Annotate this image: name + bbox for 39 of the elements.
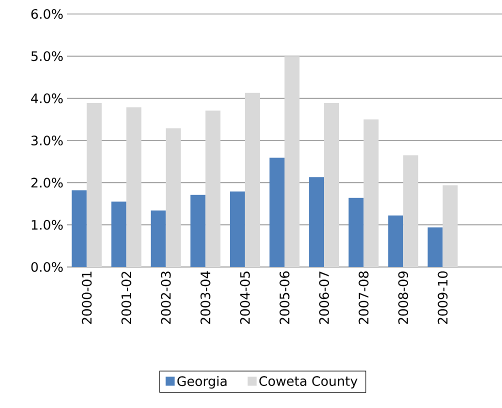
x-tick-label: 2006-07 [319, 272, 329, 324]
x-tick-label: 2000-01 [82, 272, 92, 324]
y-tick-label: 4.0% [31, 93, 63, 104]
y-tick-label: 5.0% [31, 51, 63, 62]
bar [230, 192, 245, 268]
bar [388, 216, 404, 268]
x-tick-label: 2003-04 [200, 271, 210, 324]
bar [324, 102, 340, 268]
y-tick-label: 6.0% [31, 9, 63, 19]
y-tick-label: 2.0% [31, 178, 63, 188]
x-tick-label: 2001-02 [121, 272, 132, 324]
bar [150, 210, 166, 268]
x-tick-label: 2008-09 [398, 271, 408, 324]
bar [309, 177, 324, 268]
bar [442, 185, 458, 268]
bar [72, 190, 87, 268]
bar [403, 155, 418, 268]
bar [284, 56, 300, 268]
y-tick-label: 0.0% [31, 262, 63, 272]
bar [86, 102, 102, 268]
bar [348, 198, 364, 268]
x-tick-label: 2007-08 [358, 271, 369, 324]
legend-label: Georgia [177, 376, 226, 389]
bar [270, 158, 285, 268]
x-tick-label: 2009-10 [438, 271, 448, 324]
bar [428, 227, 443, 268]
x-tick-label: 2002-03 [160, 272, 171, 324]
bar [126, 107, 142, 268]
x-tick-label: 2004-05 [240, 272, 250, 324]
bar [244, 92, 260, 268]
bar [166, 128, 181, 268]
y-tick-label: 1.0% [32, 220, 63, 230]
bar [190, 194, 206, 268]
y-tick-label: 3.0% [31, 136, 63, 146]
x-tick-label: 2005-06 [280, 271, 290, 324]
bar [111, 202, 126, 268]
legend-label: Coweta County [259, 376, 358, 388]
bar [364, 119, 379, 268]
bar [205, 110, 220, 268]
